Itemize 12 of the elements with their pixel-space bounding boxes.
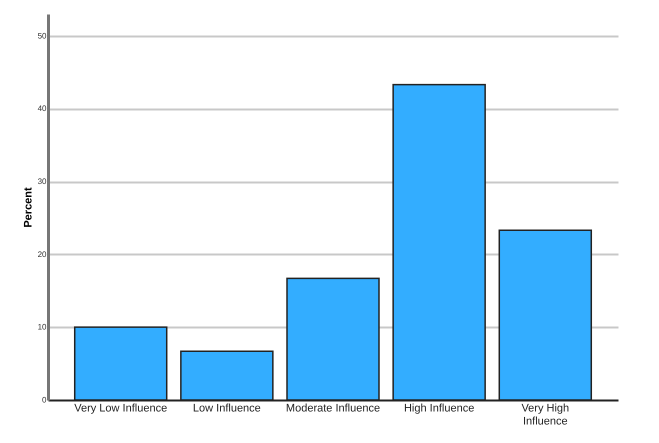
y-tick-label: 50 — [38, 31, 48, 40]
y-axis-title: Percent — [22, 186, 35, 228]
x-tick-label: High Influence — [404, 402, 474, 414]
x-tick-label: Very High Influence — [521, 402, 570, 428]
y-tick-label: 40 — [38, 104, 48, 114]
x-tick-label: Moderate Influence — [286, 402, 380, 414]
y-tick-label: 30 — [38, 177, 48, 186]
y-tick-label: 0 — [42, 396, 48, 404]
y-tick-label: 10 — [38, 322, 48, 332]
y-tick-label: 20 — [38, 250, 48, 259]
x-tick-label: Very Low Influence — [74, 402, 168, 414]
x-tick-label: Low Influence — [192, 402, 261, 414]
